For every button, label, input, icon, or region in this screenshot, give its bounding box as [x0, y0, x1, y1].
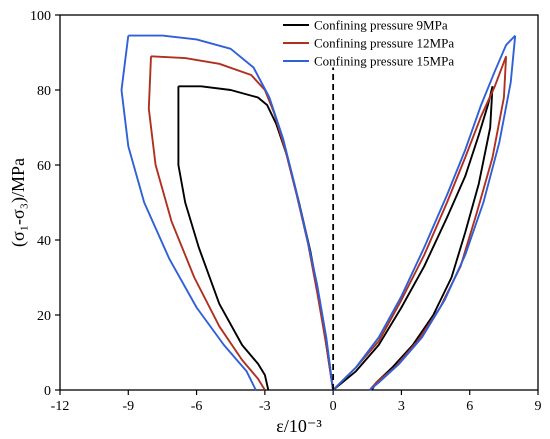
x-tick-label: -3: [259, 399, 271, 414]
series-line-lateral-loading: [178, 85, 335, 391]
y-tick-label: 60: [37, 159, 51, 174]
x-tick-label: 6: [466, 399, 473, 414]
series-line-axial-loading: [332, 86, 494, 391]
series-lines: [120, 34, 517, 391]
y-tick-label: 100: [30, 9, 51, 24]
series-line-lateral-unloading: [177, 86, 270, 391]
x-tick-label: -12: [51, 399, 70, 414]
y-tick-label: 20: [37, 309, 51, 324]
series-line-lateral-unloading: [147, 56, 266, 391]
y-tick-label: 80: [37, 84, 51, 99]
series-line-axial-loading: [332, 55, 507, 391]
series-line-lateral-loading: [128, 34, 335, 391]
legend: Confining pressure 9MPa Confining pressur…: [283, 18, 454, 69]
series-line-axial-unloading: [368, 35, 517, 391]
y-tick-label: 0: [44, 384, 51, 399]
series-line-axial-loading: [332, 34, 516, 391]
x-tick-label: -9: [122, 399, 134, 414]
axes: -12 -9 -6 -3 0 3 6 9 0 20 40 60 80 100: [30, 9, 542, 414]
legend-label: Confining pressure 15MPa: [314, 54, 454, 69]
y-tick-label: 40: [37, 234, 51, 249]
legend-label: Confining pressure 9MPa: [314, 18, 448, 33]
x-tick-label: 9: [535, 399, 542, 414]
y-axis-title: (σ₁-σ₃)/MPa: [8, 158, 29, 247]
x-axis-title: ε/10⁻³: [276, 416, 322, 436]
x-tick-label: -6: [191, 399, 203, 414]
series-3: [120, 34, 517, 391]
x-tick-label: 0: [330, 399, 337, 414]
series-1: [177, 85, 494, 391]
x-tick-label: 3: [398, 399, 405, 414]
legend-label: Confining pressure 12MPa: [314, 36, 454, 51]
series-line-lateral-unloading: [120, 35, 257, 391]
plot-frame: [59, 14, 539, 391]
